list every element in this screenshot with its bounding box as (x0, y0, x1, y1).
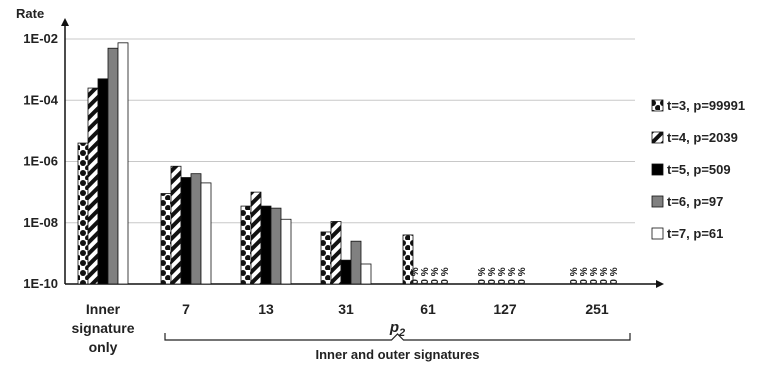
bar (360, 263, 372, 285)
zero-value-label: 0 % (440, 267, 451, 284)
bar (270, 207, 282, 285)
zero-value-label: 0 % (497, 267, 508, 284)
bar (250, 191, 262, 285)
y-tick-label: 1E-02 (23, 31, 58, 46)
bar (350, 240, 362, 285)
legend-label: t=3, p=99991 (667, 98, 745, 113)
legend-swatch (651, 99, 664, 112)
axes (61, 18, 664, 288)
bar (240, 205, 252, 285)
zero-value-label: 0 % (517, 267, 528, 284)
y-axis-title: Rate (16, 6, 44, 21)
x-axis-group-caption: Inner and outer signatures (316, 347, 480, 362)
bar (77, 142, 89, 285)
bar (190, 173, 202, 285)
zero-value-label: 0 % (609, 267, 620, 284)
legend-swatch (651, 195, 664, 208)
x-tick-label: 7 (182, 301, 190, 317)
y-tick-label: 1E-10 (23, 276, 58, 291)
legend-label: t=5, p=509 (667, 162, 731, 177)
bar (340, 259, 352, 285)
x-axis-group-label: p2 (389, 319, 405, 339)
x-tick-label: 61 (420, 301, 436, 317)
legend-label: t=4, p=2039 (667, 130, 738, 145)
zero-value-label: 0 % (430, 267, 441, 284)
y-tick-label: 1E-08 (23, 215, 58, 230)
bar (107, 47, 119, 285)
zero-value-label: 0 % (579, 267, 590, 284)
gridlines (65, 38, 635, 224)
legend-swatch (651, 227, 664, 240)
bar (117, 42, 129, 285)
x-tick-label: 13 (258, 301, 274, 317)
zero-value-label: 0 % (569, 267, 580, 284)
bar (200, 182, 212, 285)
zero-value-label: 0 % (487, 267, 498, 284)
x-tick-label: 127 (493, 301, 517, 317)
legend-swatch (651, 163, 664, 176)
y-tick-labels: 1E-02 1E-04 1E-06 1E-08 1E-10 (23, 31, 58, 291)
zero-value-label: 0 % (477, 267, 488, 284)
legend-label: t=6, p=97 (667, 194, 723, 209)
x-tick-label: 251 (585, 301, 609, 317)
x-tick-label: 31 (338, 301, 354, 317)
bar (260, 205, 272, 285)
zero-value-label: 0 % (599, 267, 610, 284)
bar (402, 234, 414, 285)
legend: t=3, p=99991 t=4, p=2039 t=5, p=509 t=6, p=… (651, 98, 745, 241)
bar (160, 193, 172, 285)
bar (330, 221, 342, 285)
zero-labels: 0 % 0 % 0 % 0 % 0 % 0 % 0 % 0 % 0 % 0 % 0 % 0 % 0 % 0… (410, 267, 620, 284)
x-axis-arrow (656, 280, 664, 288)
bar (97, 78, 109, 285)
x-group-brace (164, 333, 631, 341)
x-tick-label: Inner signature only (71, 301, 134, 355)
legend-swatch (651, 131, 664, 144)
x-tick-labels: Inner signature only 7 13 31 61 127 251 (71, 301, 608, 355)
bars (77, 42, 414, 285)
bar (320, 231, 332, 285)
bar (87, 87, 99, 285)
y-axis-arrow (61, 18, 69, 26)
zero-value-label: 0 % (507, 267, 518, 284)
legend-label: t=7, p=61 (667, 226, 723, 241)
zero-value-label: 0 % (589, 267, 600, 284)
y-tick-label: 1E-04 (23, 92, 58, 107)
y-tick-label: 1E-06 (23, 154, 58, 169)
zero-value-label: 0 % (420, 267, 431, 284)
zero-value-label: 0 % (410, 267, 421, 284)
bar (180, 177, 192, 285)
bar (280, 218, 292, 285)
bar (170, 165, 182, 285)
